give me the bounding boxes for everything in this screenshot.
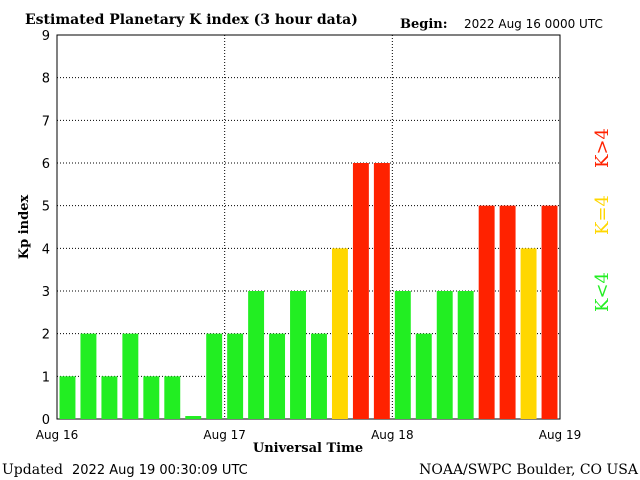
kp-bar xyxy=(122,333,139,419)
legend-k-equal-4: K=4 xyxy=(592,195,613,235)
kp-bar xyxy=(164,376,181,419)
begin-label: Begin: xyxy=(400,17,448,32)
kp-bar xyxy=(227,333,244,419)
x-tick-labels: Aug 16 Aug 17 Aug 18 Aug 19 xyxy=(36,428,582,442)
kp-bar xyxy=(457,291,474,419)
kp-bar xyxy=(101,376,118,419)
y-tick-label: 0 xyxy=(42,413,50,428)
y-tick-label: 6 xyxy=(42,157,50,172)
y-axis-label: Kp index xyxy=(17,195,32,260)
y-tick-label: 8 xyxy=(42,72,50,87)
x-tick-label: Aug 17 xyxy=(203,428,246,442)
kp-bar xyxy=(331,248,348,419)
x-tick-label: Aug 16 xyxy=(36,428,79,442)
plot-frame xyxy=(56,34,561,420)
kp-bar xyxy=(290,291,306,419)
y-tick-label: 3 xyxy=(42,285,50,300)
kp-bar xyxy=(478,205,495,419)
chart-title: Estimated Planetary K index (3 hour data… xyxy=(25,12,358,28)
kp-bar xyxy=(206,333,223,419)
kp-bar xyxy=(59,376,76,419)
kp-bar xyxy=(394,291,411,419)
kp-bar xyxy=(311,333,327,419)
x-tick-label: Aug 19 xyxy=(539,428,582,442)
begin-value: 2022 Aug 16 0000 UTC xyxy=(464,17,603,31)
kp-bar xyxy=(520,248,537,419)
footer-source: NOAA/SWPC Boulder, CO USA xyxy=(419,462,639,478)
kp-bar xyxy=(436,291,453,419)
kp-bar xyxy=(80,333,97,419)
updated-label: Updated xyxy=(2,462,63,478)
updated-value: 2022 Aug 19 00:30:09 UTC xyxy=(72,463,248,478)
y-tick-label: 5 xyxy=(42,200,50,215)
y-tick-label: 7 xyxy=(42,114,50,129)
kp-bar xyxy=(352,163,369,419)
legend-k-below-4: K<4 xyxy=(592,272,613,312)
kp-bar xyxy=(185,416,202,419)
y-tick-label: 2 xyxy=(42,328,50,343)
kp-bar xyxy=(248,291,265,419)
legend-k-above-4: K>4 xyxy=(592,128,613,168)
kp-bar xyxy=(499,205,516,419)
bars xyxy=(59,163,558,419)
kp-bar xyxy=(541,205,558,419)
y-tick-label: 1 xyxy=(42,370,50,385)
y-tick-labels: 0 1 2 3 4 5 6 7 8 9 xyxy=(42,29,50,428)
kp-bar xyxy=(269,333,286,419)
grid-lines xyxy=(57,35,560,419)
x-tick-label: Aug 18 xyxy=(371,428,414,442)
kp-bar xyxy=(415,333,432,419)
kp-bar xyxy=(143,376,160,419)
y-tick-label: 9 xyxy=(42,29,50,44)
x-axis-label: Universal Time xyxy=(253,441,363,456)
y-tick-label: 4 xyxy=(42,242,50,257)
kp-bar xyxy=(373,163,390,419)
